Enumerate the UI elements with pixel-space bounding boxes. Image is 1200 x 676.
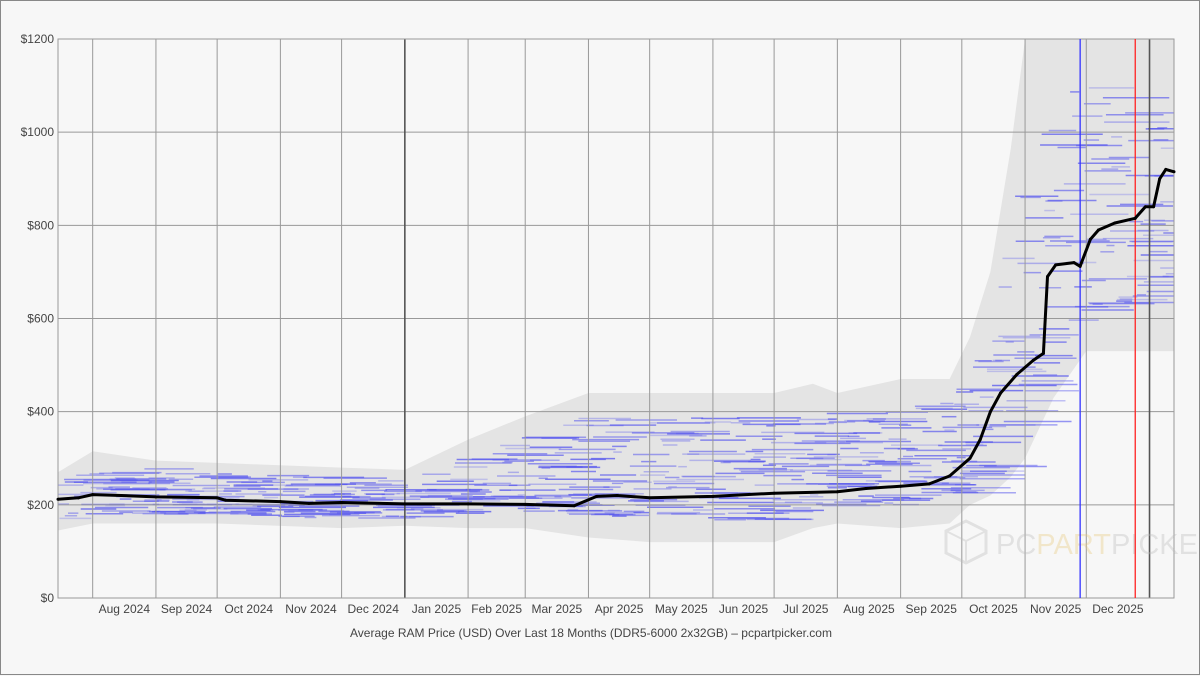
average-price-point xyxy=(91,493,95,497)
average-price-point xyxy=(340,501,344,505)
average-price-point xyxy=(523,502,527,506)
average-price-point xyxy=(403,502,407,506)
x-tick-label: Nov 2024 xyxy=(285,602,337,616)
average-price-point xyxy=(1158,177,1162,181)
average-price-point xyxy=(215,496,219,500)
average-price-point xyxy=(927,482,931,486)
x-tick-label: Jun 2025 xyxy=(719,602,769,616)
average-price-point xyxy=(572,504,576,508)
average-price-point xyxy=(948,474,952,478)
average-price-point xyxy=(999,391,1003,395)
average-price-point xyxy=(1113,221,1117,225)
pcpartpicker-watermark: PCPARTPICKER xyxy=(944,519,1200,565)
watermark-text: PCPARTPICKER xyxy=(996,529,1200,561)
box-logo-icon xyxy=(944,519,988,565)
average-price-point xyxy=(1164,167,1168,171)
event-lines-layer xyxy=(1079,39,1136,598)
x-tick-label: Mar 2025 xyxy=(531,602,582,616)
average-price-point xyxy=(466,502,470,506)
x-tick-label: Nov 2025 xyxy=(1030,602,1082,616)
x-tick-label: Feb 2025 xyxy=(471,602,522,616)
x-tick-label: May 2025 xyxy=(655,602,708,616)
average-price-point xyxy=(1088,237,1092,241)
average-price-line xyxy=(57,167,1175,508)
x-tick-label: Dec 2024 xyxy=(348,602,400,616)
price-range-band xyxy=(58,39,1174,543)
average-price-point xyxy=(119,494,123,498)
average-price-point xyxy=(1054,263,1058,267)
average-price-point xyxy=(223,498,227,502)
average-price-point xyxy=(899,484,903,488)
average-price-point xyxy=(1072,261,1076,265)
average-price-point xyxy=(1097,228,1101,232)
average-price-point xyxy=(307,501,311,505)
average-price-point xyxy=(1078,264,1082,268)
average-price-point xyxy=(595,494,599,498)
average-price-point xyxy=(1041,351,1045,355)
y-tick-label: $0 xyxy=(41,591,55,605)
average-price-point xyxy=(835,490,839,494)
x-tick-label: Aug 2025 xyxy=(843,602,895,616)
average-price-point xyxy=(56,497,60,501)
average-price-point xyxy=(978,438,982,442)
average-price-point xyxy=(1172,170,1176,174)
x-tick-label: Jul 2025 xyxy=(783,602,829,616)
average-price-point xyxy=(1015,372,1019,376)
y-tick-label: $600 xyxy=(27,312,54,326)
y-tick-label: $1000 xyxy=(21,125,55,139)
x-tick-label: Dec 2025 xyxy=(1092,602,1144,616)
x-tick-label: Aug 2024 xyxy=(99,602,151,616)
x-tick-label: Jan 2025 xyxy=(412,602,462,616)
average-price-point xyxy=(988,410,992,414)
average-price-line-layer xyxy=(56,167,1176,508)
plot-border xyxy=(57,38,1175,599)
average-price-point xyxy=(278,500,282,504)
y-tick-label: $400 xyxy=(27,405,54,419)
average-price-point xyxy=(864,487,868,491)
average-price-point xyxy=(968,456,972,460)
average-price-point xyxy=(154,495,158,499)
average-price-point xyxy=(76,496,80,500)
average-price-point xyxy=(772,491,776,495)
average-price-point xyxy=(1133,216,1137,220)
average-price-point xyxy=(1152,205,1156,209)
axis-layer: $0 $200 $400 $600 $800 $1000 $1200 Aug 2024 Sep … xyxy=(21,32,1144,616)
average-price-point xyxy=(615,494,619,498)
x-tick-label: Apr 2025 xyxy=(595,602,644,616)
x-tick-label: Sep 2024 xyxy=(161,602,213,616)
y-tick-label: $1200 xyxy=(21,32,55,46)
chart-title: Average RAM Price (USD) Over Last 18 Mon… xyxy=(350,626,832,640)
y-tick-label: $200 xyxy=(27,498,54,512)
average-price-point xyxy=(1046,275,1050,279)
x-tick-label: Sep 2025 xyxy=(906,602,958,616)
average-price-point xyxy=(648,496,652,500)
average-price-point xyxy=(1031,358,1035,362)
average-price-point xyxy=(711,494,715,498)
x-tick-label: Oct 2025 xyxy=(969,602,1018,616)
y-tick-label: $800 xyxy=(27,218,54,232)
average-price-point xyxy=(1143,205,1147,209)
price-range-band-layer xyxy=(58,39,1174,543)
x-tick-label: Oct 2024 xyxy=(224,602,273,616)
grid-layer xyxy=(57,38,1175,599)
